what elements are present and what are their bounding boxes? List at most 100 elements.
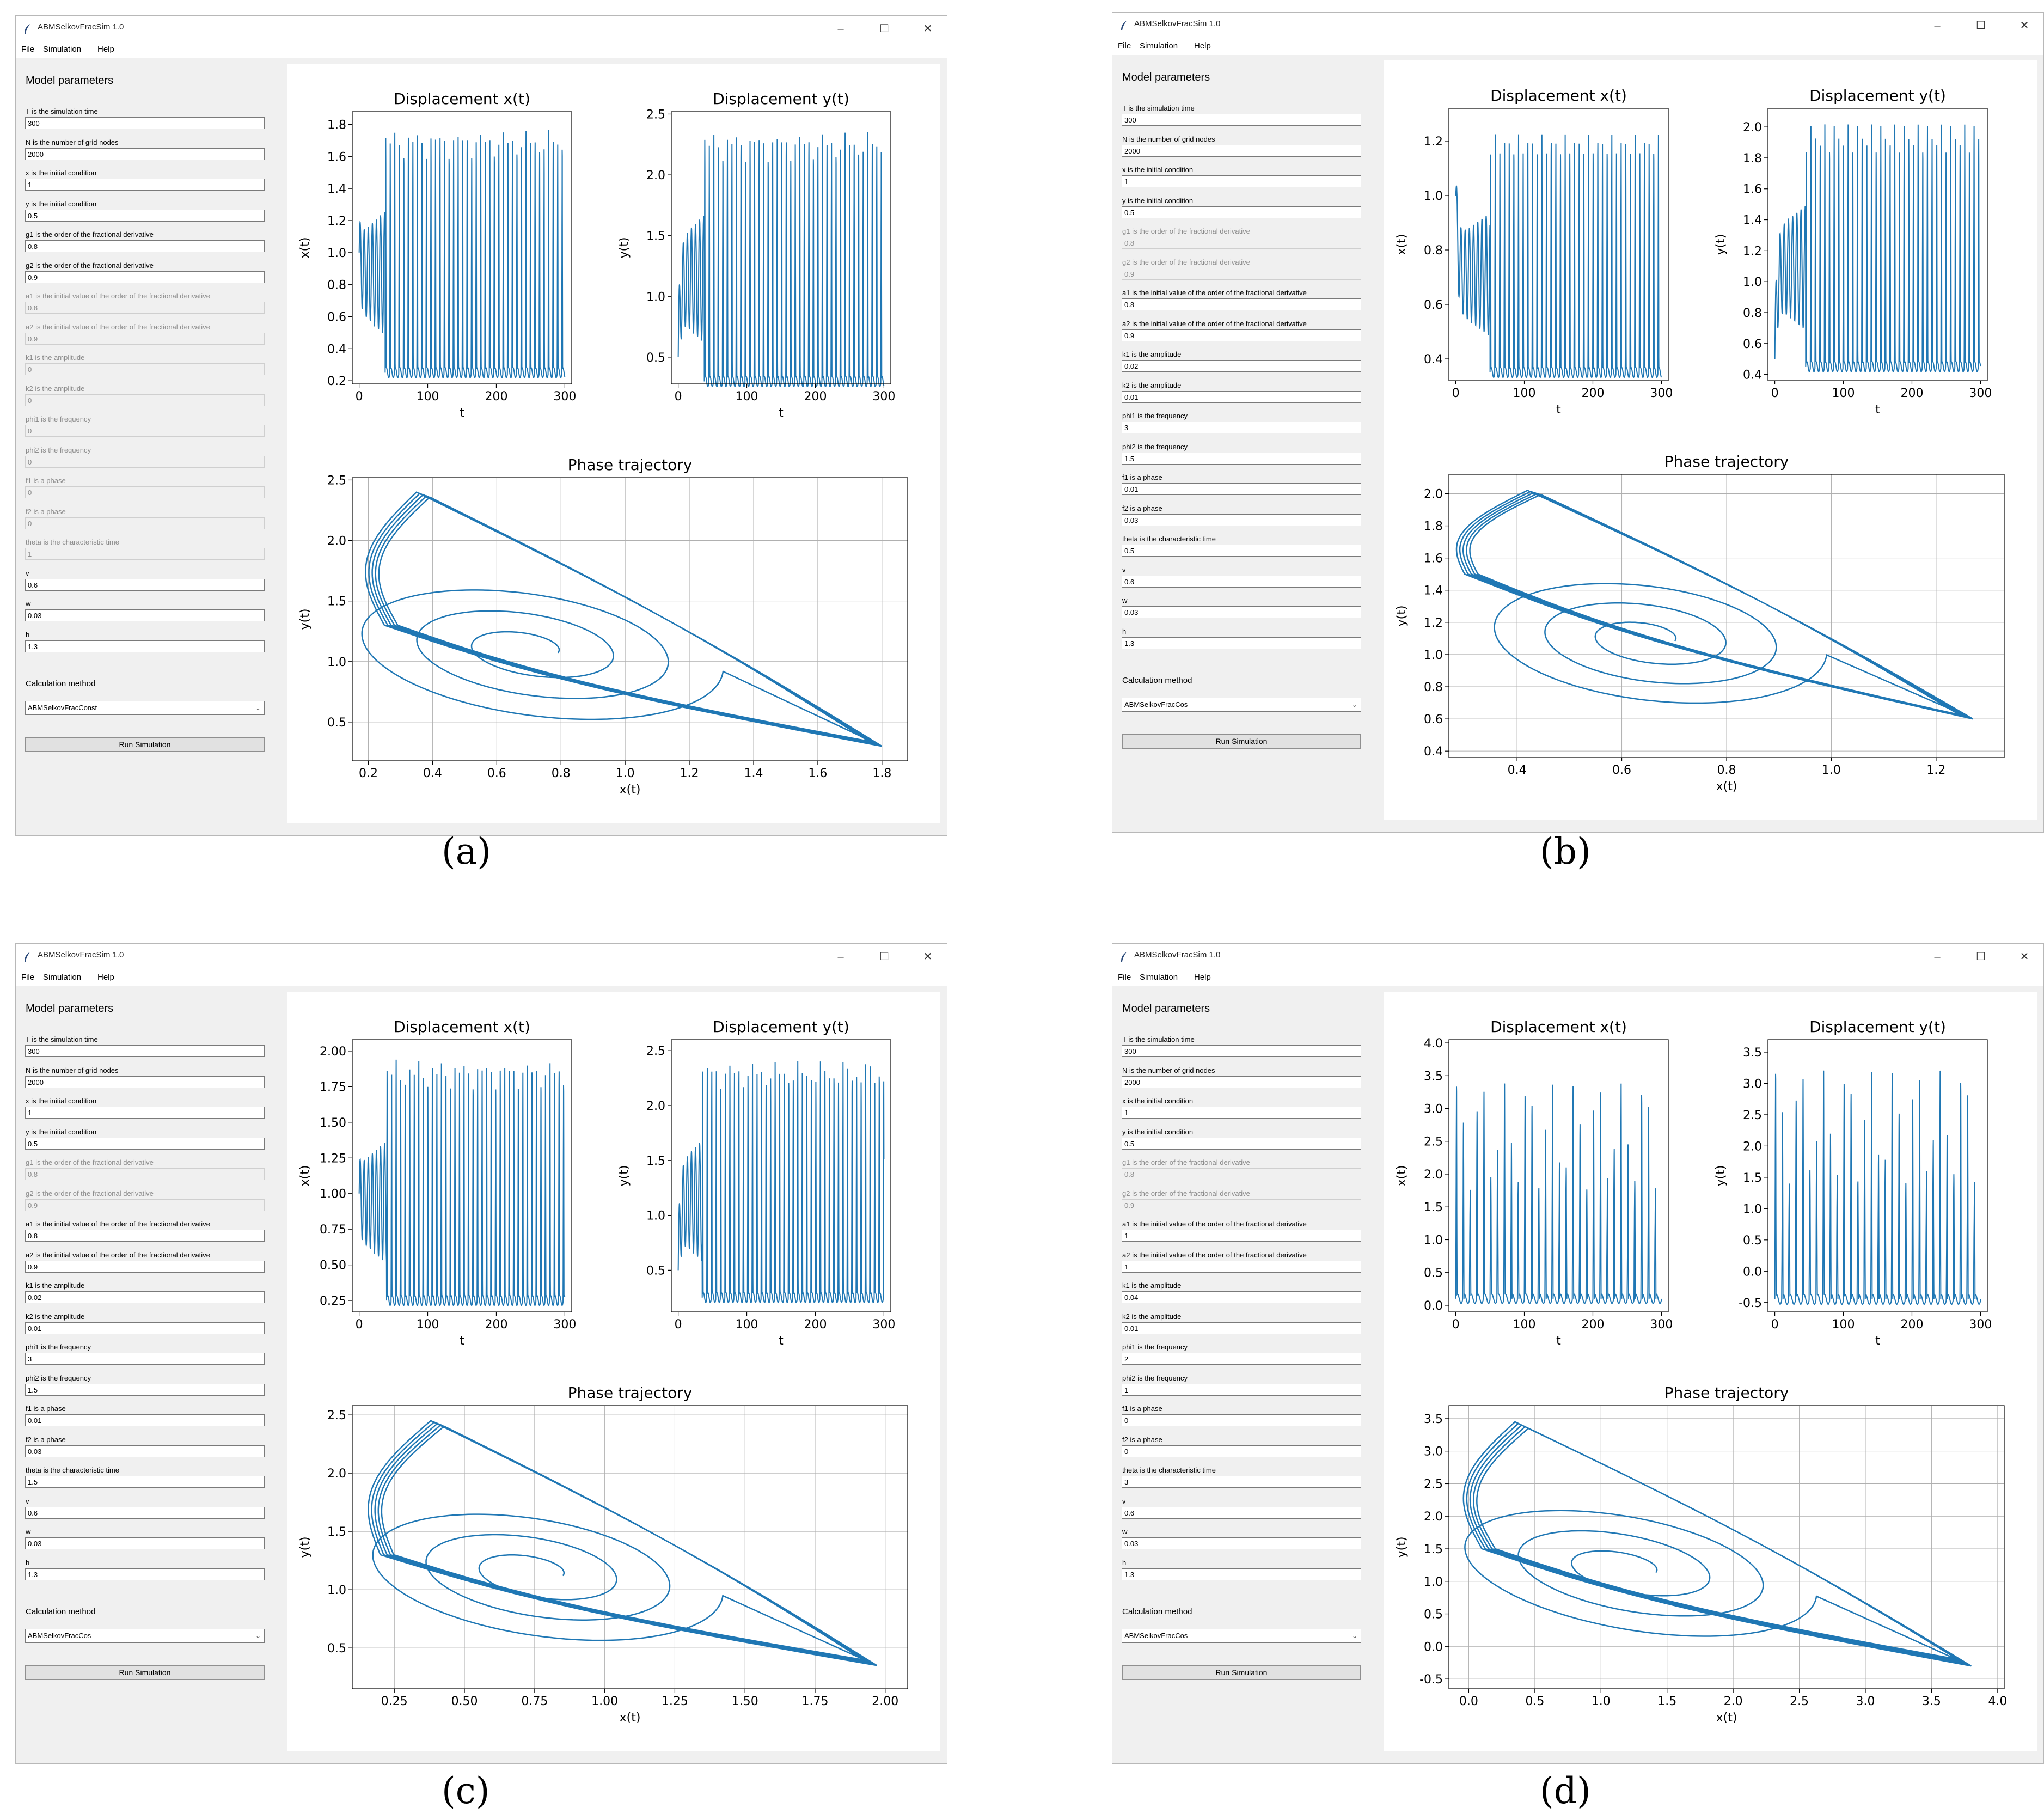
calculation-method-select[interactable]: ABMSelkovFracCos ⌄ — [1122, 698, 1361, 712]
param-input[interactable]: 0.9 — [25, 271, 265, 283]
param-input[interactable]: 0.5 — [1122, 206, 1361, 218]
param-input[interactable]: 0.9 — [1122, 329, 1361, 341]
close-button[interactable]: ✕ — [2019, 951, 2029, 963]
param-input[interactable]: 1 — [1122, 1383, 1361, 1396]
param-input[interactable]: 0.6 — [25, 578, 265, 591]
param-input[interactable]: 0.01 — [25, 1322, 265, 1334]
chart-title: Displacement y(t) — [713, 1018, 849, 1036]
param-input[interactable]: 1.3 — [1122, 637, 1361, 649]
menu-simulation[interactable]: Simulation — [1140, 41, 1178, 51]
param-input[interactable]: 0.6 — [1122, 575, 1361, 588]
maximize-button[interactable]: ☐ — [879, 23, 889, 35]
param-input[interactable]: 0.03 — [1122, 606, 1361, 618]
param-input[interactable]: 0.03 — [1122, 1537, 1361, 1549]
menu-file[interactable]: File — [1118, 973, 1131, 982]
menu-file[interactable]: File — [21, 973, 35, 982]
param-input[interactable]: 0.03 — [25, 1445, 265, 1457]
menu-help[interactable]: Help — [97, 45, 114, 54]
param-input[interactable]: 1 — [25, 1107, 265, 1119]
param-input[interactable]: 1 — [1122, 1107, 1361, 1119]
minimize-button[interactable]: – — [1934, 20, 1941, 32]
param-input[interactable]: 3 — [1122, 1476, 1361, 1488]
minimize-button[interactable]: – — [1934, 951, 1941, 963]
param-input[interactable]: 1 — [1122, 1230, 1361, 1242]
param-input[interactable]: 300 — [25, 1045, 265, 1057]
param-input[interactable]: 1.3 — [1122, 1568, 1361, 1580]
x-tick-label: 0 — [1452, 1318, 1460, 1332]
menu-file[interactable]: File — [1118, 41, 1131, 51]
minimize-button[interactable]: – — [837, 951, 844, 963]
param-input[interactable]: 300 — [1122, 114, 1361, 126]
app-feather-icon — [23, 23, 31, 34]
menu-simulation[interactable]: Simulation — [1140, 973, 1178, 982]
y-tick-label: 0.6 — [1424, 713, 1443, 726]
param-input[interactable]: 0.8 — [1122, 298, 1361, 310]
calculation-method-select[interactable]: ABMSelkovFracCos ⌄ — [25, 1629, 265, 1643]
y-axis-label: x(t) — [298, 237, 312, 259]
param-input[interactable]: 0.03 — [1122, 514, 1361, 526]
param-input[interactable]: 0 — [1122, 1445, 1361, 1457]
param-input[interactable]: 0.01 — [25, 1414, 265, 1426]
menu-file[interactable]: File — [21, 45, 35, 54]
param-input[interactable]: 1.3 — [25, 640, 265, 652]
param-input[interactable]: 0.03 — [25, 1537, 265, 1549]
param-input[interactable]: 0.5 — [25, 1137, 265, 1150]
param-input[interactable]: 1 — [1122, 175, 1361, 187]
param-input[interactable]: 0.01 — [1122, 483, 1361, 495]
param-input[interactable]: 0.6 — [1122, 1506, 1361, 1519]
param-input[interactable]: 0.01 — [1122, 1322, 1361, 1334]
menu-help[interactable]: Help — [97, 973, 114, 982]
window-title: ABMSelkovFracSim 1.0 — [38, 950, 124, 960]
param-input[interactable]: 0.8 — [25, 240, 265, 252]
maximize-button[interactable]: ☐ — [879, 951, 889, 963]
param-input[interactable]: 1.5 — [25, 1476, 265, 1488]
run-simulation-button[interactable]: Run Simulation — [25, 1665, 265, 1680]
param-input[interactable]: 2000 — [25, 1076, 265, 1088]
param-input[interactable]: 0.5 — [25, 209, 265, 222]
param-input[interactable]: 1 — [1122, 1260, 1361, 1273]
close-button[interactable]: ✕ — [923, 23, 933, 35]
param-input[interactable]: 0.02 — [1122, 360, 1361, 372]
close-button[interactable]: ✕ — [923, 951, 933, 963]
param-input[interactable]: 2 — [1122, 1353, 1361, 1365]
app-window: ABMSelkovFracSim 1.0 – ☐ ✕ File Simulation Hel… — [1112, 943, 2044, 1764]
param-input[interactable]: 300 — [1122, 1045, 1361, 1057]
menu-help[interactable]: Help — [1194, 41, 1211, 51]
param-input[interactable]: 2000 — [1122, 1076, 1361, 1088]
param-input[interactable]: 0.5 — [1122, 545, 1361, 557]
run-simulation-button[interactable]: Run Simulation — [1122, 734, 1361, 749]
param-input: 0.8 — [25, 302, 265, 314]
calculation-method-select[interactable]: ABMSelkovFracConst ⌄ — [25, 701, 265, 715]
minimize-button[interactable]: – — [837, 23, 844, 35]
param-input[interactable]: 0.04 — [1122, 1291, 1361, 1303]
param-input[interactable]: 1.5 — [1122, 452, 1361, 465]
param-input[interactable]: 0.01 — [1122, 390, 1361, 403]
param-input[interactable]: 0.5 — [1122, 1137, 1361, 1150]
calculation-method-select[interactable]: ABMSelkovFracCos ⌄ — [1122, 1629, 1361, 1643]
param-input[interactable]: 0.03 — [25, 609, 265, 621]
maximize-button[interactable]: ☐ — [1976, 951, 1986, 963]
param-input[interactable]: 0.6 — [25, 1506, 265, 1519]
close-button[interactable]: ✕ — [2019, 20, 2029, 32]
param-input[interactable]: 2000 — [1122, 144, 1361, 157]
param-input[interactable]: 2000 — [25, 148, 265, 160]
run-simulation-button[interactable]: Run Simulation — [25, 737, 265, 752]
param-input[interactable]: 0 — [1122, 1414, 1361, 1426]
param-input[interactable]: 3 — [1122, 422, 1361, 433]
menu-simulation[interactable]: Simulation — [43, 973, 82, 982]
menu-help[interactable]: Help — [1194, 973, 1211, 982]
param-input[interactable]: 300 — [25, 117, 265, 129]
x-tick-label: 0.0 — [1459, 1695, 1478, 1708]
param-input[interactable]: 1.5 — [25, 1383, 265, 1396]
param-input[interactable]: 0.9 — [25, 1260, 265, 1273]
param-input[interactable]: 0.02 — [25, 1291, 265, 1303]
menu-simulation[interactable]: Simulation — [43, 45, 82, 54]
maximize-button[interactable]: ☐ — [1976, 20, 1986, 32]
x-axis-label: x(t) — [1716, 1711, 1737, 1725]
param-input[interactable]: 1.3 — [25, 1568, 265, 1580]
param-input[interactable]: 1 — [25, 179, 265, 191]
y-tick-label: 1.0 — [327, 656, 346, 669]
run-simulation-button[interactable]: Run Simulation — [1122, 1665, 1361, 1680]
param-input[interactable]: 0.8 — [25, 1230, 265, 1242]
param-input[interactable]: 3 — [25, 1353, 265, 1365]
